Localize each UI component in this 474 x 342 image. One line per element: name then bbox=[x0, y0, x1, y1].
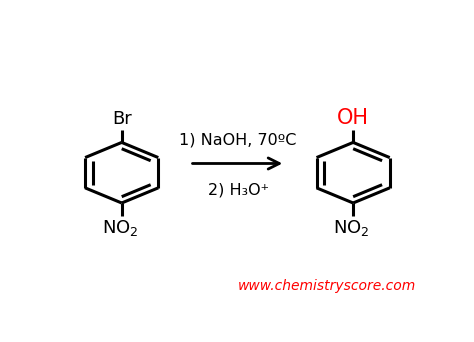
Text: NO$_2$: NO$_2$ bbox=[101, 218, 138, 238]
Text: www.chemistryscore.com: www.chemistryscore.com bbox=[238, 279, 417, 293]
Text: OH: OH bbox=[337, 108, 369, 128]
Text: Br: Br bbox=[112, 110, 132, 128]
Text: NO$_2$: NO$_2$ bbox=[333, 218, 370, 238]
Text: 1) NaOH, 70ºC: 1) NaOH, 70ºC bbox=[180, 132, 297, 147]
Text: 2) H₃O⁺: 2) H₃O⁺ bbox=[208, 182, 269, 197]
